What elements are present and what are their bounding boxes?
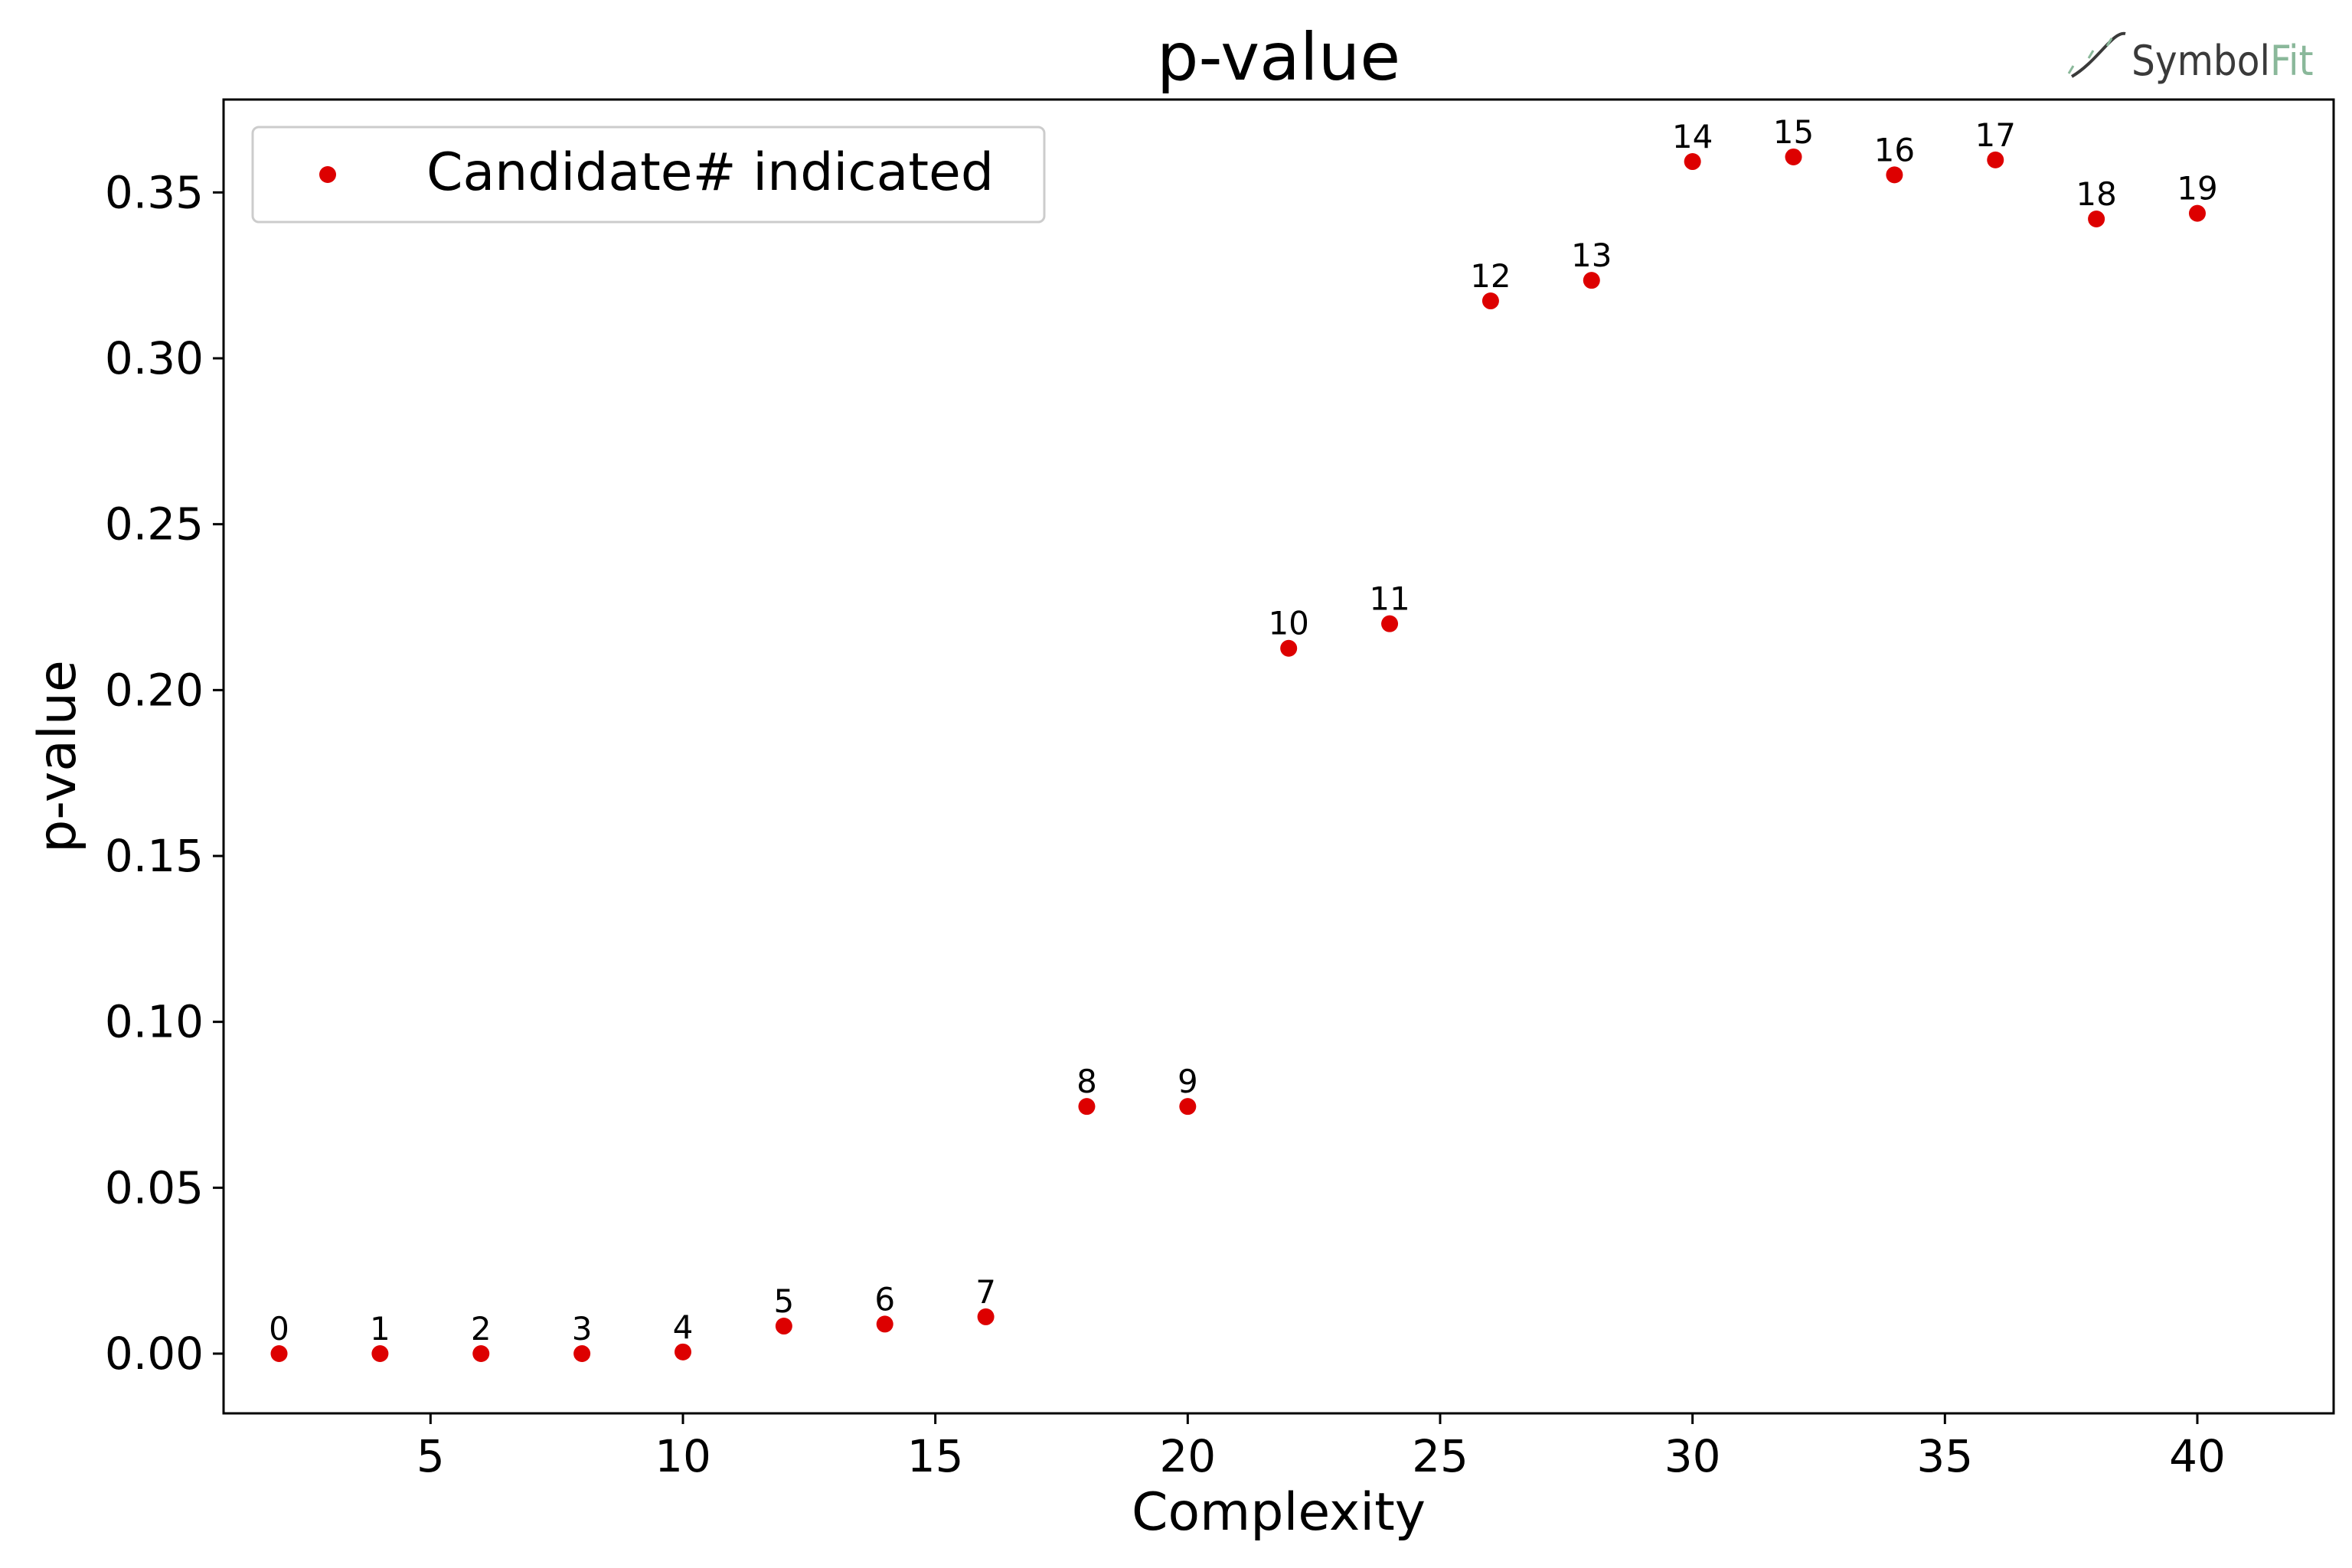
data-point-label-0: 0 [269, 1310, 289, 1348]
x-tick-label: 40 [2169, 1430, 2226, 1482]
data-point-label-14: 14 [1672, 118, 1713, 155]
data-point-label-12: 12 [1470, 257, 1511, 295]
logo-text-light: Fit [2270, 37, 2314, 85]
logo-curve-icon [2070, 31, 2126, 78]
data-point-17 [1987, 151, 2004, 168]
data-point-label-10: 10 [1268, 605, 1308, 642]
data-point-label-1: 1 [370, 1310, 390, 1348]
data-point-7 [977, 1308, 995, 1325]
data-point-label-2: 2 [471, 1310, 492, 1348]
data-point-19 [2188, 204, 2206, 222]
data-point-1 [371, 1345, 389, 1362]
x-tick-label: 15 [907, 1430, 964, 1482]
data-point-12 [1481, 292, 1499, 310]
data-point-label-9: 9 [1178, 1063, 1198, 1100]
logo-text-dark: Symbol [2132, 37, 2270, 85]
data-point-11 [1381, 615, 1399, 632]
data-point-label-4: 4 [673, 1308, 694, 1346]
data-point-label-3: 3 [572, 1310, 593, 1348]
x-tick-label: 25 [1412, 1430, 1468, 1482]
data-point-label-18: 18 [2076, 175, 2116, 213]
data-points [270, 148, 2206, 1362]
legend-label: Candidate# indicated [426, 142, 994, 203]
y-tick-label: 0.10 [105, 996, 204, 1048]
y-tick-label: 0.30 [105, 332, 204, 384]
x-tick-label: 30 [1664, 1430, 1721, 1482]
data-point-3 [573, 1345, 591, 1362]
data-point-2 [472, 1345, 490, 1362]
data-point-4 [674, 1343, 691, 1361]
chart-title: p-value [1157, 19, 1400, 96]
logo-text: SymbolFit [2132, 37, 2314, 85]
x-tick-label: 35 [1916, 1430, 1973, 1482]
data-point-label-11: 11 [1369, 580, 1410, 618]
data-point-6 [876, 1315, 893, 1333]
legend-box [251, 126, 1046, 224]
x-axis-title: Complexity [1132, 1482, 1426, 1543]
data-point-14 [1684, 153, 1701, 171]
data-point-label-17: 17 [1975, 116, 2016, 154]
x-tick-label: 10 [655, 1430, 711, 1482]
y-tick-label: 0.35 [105, 166, 204, 218]
data-point-label-13: 13 [1571, 237, 1612, 274]
x-tick-label: 5 [416, 1430, 445, 1482]
data-point-10 [1280, 639, 1298, 657]
y-tick-label: 0.25 [105, 498, 204, 550]
plot-area-frame [222, 98, 2335, 1415]
data-point-label-6: 6 [874, 1280, 895, 1318]
y-axis-ticks: 0.00 0.05 0.10 0.15 0.20 0.25 0.30 0.35 [105, 166, 224, 1380]
y-tick-label: 0.15 [105, 830, 204, 882]
data-point-18 [2088, 211, 2105, 227]
x-tick-label: 20 [1159, 1430, 1216, 1482]
y-tick-label: 0.20 [105, 664, 204, 716]
data-point-label-16: 16 [1874, 131, 1915, 168]
logo-errorbar-icon [2067, 38, 2113, 74]
data-point-16 [1886, 166, 1903, 184]
data-point-label-19: 19 [2177, 170, 2217, 207]
data-point-label-5: 5 [773, 1282, 794, 1320]
data-point-8 [1078, 1098, 1096, 1116]
y-tick-label: 0.05 [105, 1161, 204, 1214]
legend-marker [319, 166, 336, 183]
symbolfit-logo: SymbolFit [2067, 31, 2314, 85]
data-point-label-7: 7 [975, 1273, 996, 1311]
data-point-label-8: 8 [1076, 1063, 1097, 1100]
data-point-5 [775, 1318, 792, 1335]
y-tick-label: 0.00 [105, 1328, 204, 1380]
data-point-9 [1179, 1098, 1197, 1116]
x-axis-ticks: 5 10 15 20 25 30 35 40 [416, 1413, 2226, 1482]
legend: Candidate# indicated [251, 126, 1046, 224]
data-point-13 [1583, 272, 1600, 289]
y-axis-title: p-value [28, 660, 88, 853]
data-point-0 [270, 1345, 288, 1362]
data-point-15 [1785, 148, 1802, 165]
data-point-label-15: 15 [1773, 113, 1814, 151]
